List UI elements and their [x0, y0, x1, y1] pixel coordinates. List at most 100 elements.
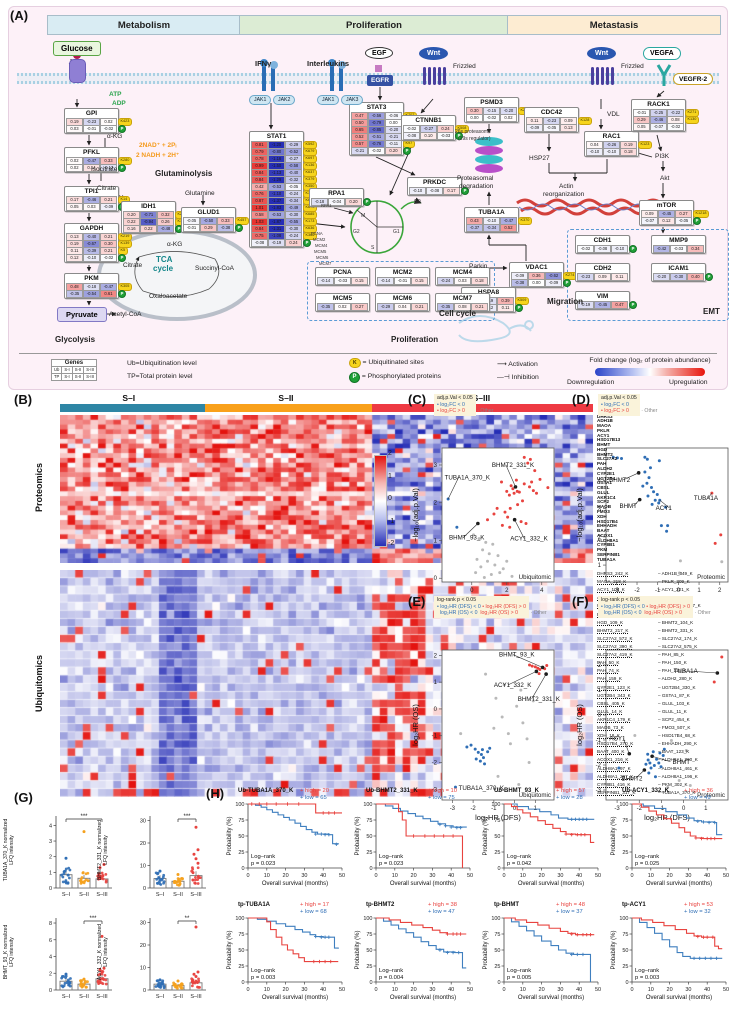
- svg-text:25: 25: [238, 964, 244, 970]
- svg-text:0: 0: [241, 866, 244, 872]
- svg-text:-1: -1: [596, 738, 602, 744]
- ubiq-site-label: – GSTA1_87_K: [658, 692, 690, 698]
- svg-text:2: 2: [505, 588, 509, 594]
- gene-name-ICAM1: ICAM1: [668, 265, 689, 272]
- svg-text:75: 75: [238, 818, 244, 824]
- svg-text:0: 0: [49, 988, 52, 994]
- svg-text:100: 100: [235, 916, 244, 922]
- gene-name-VIM: VIM: [596, 293, 609, 300]
- ligand-wnt: Wnt: [419, 47, 449, 60]
- prot-gene-label: GSTA1: [597, 480, 612, 486]
- frizzled-receptor-icon: [596, 67, 599, 85]
- ubiq-site-label: PAH_50_K: [597, 660, 620, 666]
- km-plot-tp-ACY1: tp-ACY1 + high = 53 + low = 32 0 25 50 75 100 0 1…: [608, 902, 732, 1014]
- ubiq-site-label: CBSL_405_K: [597, 700, 625, 706]
- ubiq-site-label: GLUL_14_K: [597, 708, 623, 714]
- km-legend: + high = 57 + low = 28: [556, 788, 586, 801]
- panel-label-h: (H): [206, 786, 225, 801]
- gene-name-CTNNB1: CTNNB1: [415, 117, 442, 124]
- svg-text:30: 30: [429, 873, 435, 879]
- svg-text:Probability (%): Probability (%): [483, 816, 489, 855]
- km-plot-tp-BHMT: tp-BHMT + high = 48 + low = 37 0 25 50 75 100 0 1…: [480, 902, 604, 1014]
- colorbar-tick: 0: [388, 495, 392, 502]
- label-hsp27: HSP27: [529, 155, 550, 162]
- prot-gene-label: CYP8B1: [597, 542, 615, 548]
- svg-text:100: 100: [491, 916, 500, 922]
- pathway-legend: Genes Ub S-I S-II S-III TP S-I S-II S-III Ub=Ubi…: [19, 353, 717, 388]
- svg-text:0: 0: [49, 886, 52, 892]
- svg-text:Ubiquitomic: Ubiquitomic: [519, 792, 551, 799]
- svg-text:BHMT2_331_K: BHMT2_331_K: [492, 462, 535, 469]
- gene-box-CDC42: CDC42 0.11 -0.23 0.09 K128 -0.09 -0.05 0.13: [524, 107, 592, 133]
- svg-text:30: 30: [301, 987, 307, 993]
- prot-gene-label: BHMT: [597, 442, 611, 448]
- gene-box-MCM2: MCM2 -0.14 -0.01 0.15: [375, 267, 430, 286]
- boxplot-ylabel: TUBA1A_370_K normalized LFQ intensity: [3, 818, 15, 882]
- svg-text:S–III: S–III: [96, 892, 108, 898]
- ubiq-site-label: – PAH_85_K: [658, 652, 685, 658]
- gene-box-PFKL: PFKL 0.02 -0.47 0.33 K280 0.02 0.14 -0.17 P: [64, 147, 132, 173]
- svg-text:2: 2: [434, 501, 438, 507]
- gene-name-MMP9: MMP9: [669, 237, 688, 244]
- label-g0: G0: [414, 199, 421, 205]
- panel-c-volcano-ubiquitomic: (C) adj.p.Val < 0.05 • log₂FC < 0 • log₂FC …: [408, 392, 560, 604]
- svg-text:40: 40: [704, 987, 710, 993]
- svg-text:-3: -3: [596, 788, 602, 794]
- ligand-vegfr-2: VEGFR-2: [673, 73, 714, 85]
- fold-change-gradient: [595, 368, 705, 376]
- svg-text:10: 10: [140, 864, 146, 870]
- svg-text:S–I: S–I: [156, 994, 165, 1000]
- svg-text:50: 50: [622, 834, 628, 840]
- panel-a-pathway: Metabolism Proliferation Metastasis GPI 0.1…: [8, 6, 729, 390]
- gene-box-RACK1: RACK1 -0.01 -0.25 -0.22 K271 0.29 -0.46 0.08 K13…: [631, 99, 699, 132]
- svg-text:BHMT_93_K: BHMT_93_K: [499, 652, 535, 659]
- svg-text:0: 0: [246, 873, 249, 879]
- label-interleukins: Interleukins: [307, 59, 350, 68]
- svg-text:100: 100: [619, 802, 628, 808]
- km-plot-Ub-ACY1_332_K: Ub-ACY1_332_K + high = 36 + low = 49 0 25 50 7…: [608, 788, 732, 900]
- proteasome-icon: [475, 146, 503, 155]
- svg-text:1: 1: [598, 688, 602, 694]
- svg-text:1: 1: [434, 680, 438, 686]
- gene-box-GPI: GPI 0.19 -0.23 0.02 K423 0.03 -0.01 -0.02 P: [64, 108, 132, 134]
- label-adp: ADP: [112, 100, 126, 107]
- ubiq-site-label: HGD_109_K: [597, 619, 624, 625]
- svg-text:Probability (%): Probability (%): [227, 816, 233, 855]
- svg-text:0: 0: [369, 866, 372, 872]
- gene-box-VIM: VIM -0.19 -0.45 0.47 P: [575, 291, 637, 310]
- svg-text:Log–rank: Log–rank: [507, 968, 531, 974]
- ubiq-site-label: – SLC27A2_174_K: [658, 635, 698, 641]
- km-legend: + high = 20 + low = 65: [300, 788, 330, 801]
- svg-text:25: 25: [238, 850, 244, 856]
- svg-text:0: 0: [502, 873, 505, 879]
- label--kg: α-KG: [107, 133, 123, 140]
- label-oxaloacetate: Oxaloacetate: [149, 293, 188, 300]
- heatmap-group-label: S–III: [472, 393, 491, 403]
- ubiq-site-label: – ALDH8A1_196_K: [658, 773, 698, 779]
- scatter-legend: adj.p.Val < 0.05 • log₂FC < 0 • log₂FC > 0…: [598, 394, 657, 416]
- gene-name-GPI: GPI: [85, 110, 98, 117]
- svg-text:S–I: S–I: [62, 892, 71, 898]
- svg-text:0: 0: [625, 866, 628, 872]
- label-glutaminolysis: Glutaminolysis: [155, 169, 213, 178]
- prot-gene-label: SLC27A2: [597, 456, 618, 462]
- ubiq-site-label: – ACY1_221_K: [658, 587, 690, 593]
- svg-text:p = 0.003: p = 0.003: [635, 975, 659, 981]
- ubiq-site-label: – BHMT2_331_K: [658, 627, 694, 633]
- svg-text:ACY1: ACY1: [656, 505, 673, 512]
- scatter-legend: adj.p.Val < 0.05 • log₂FC < 0 • log₂FC > 0…: [434, 394, 493, 416]
- boxplot-svg: 0 10 20 30 S–I S–II S–III ***: [140, 814, 206, 898]
- km-title: tp-ACY1: [622, 902, 646, 908]
- label-citrate: Citrate: [123, 262, 143, 269]
- ligand-jak3: JAK3: [341, 95, 364, 105]
- legend-up: Upregulation: [669, 379, 708, 386]
- svg-text:50: 50: [595, 987, 601, 993]
- svg-text:0: 0: [677, 588, 681, 594]
- gene-name-PFKL: PFKL: [83, 149, 100, 156]
- frizzled-receptor-icon: [433, 67, 436, 85]
- svg-text:-2: -2: [637, 806, 643, 812]
- frizzled-receptor-icon: [428, 67, 431, 85]
